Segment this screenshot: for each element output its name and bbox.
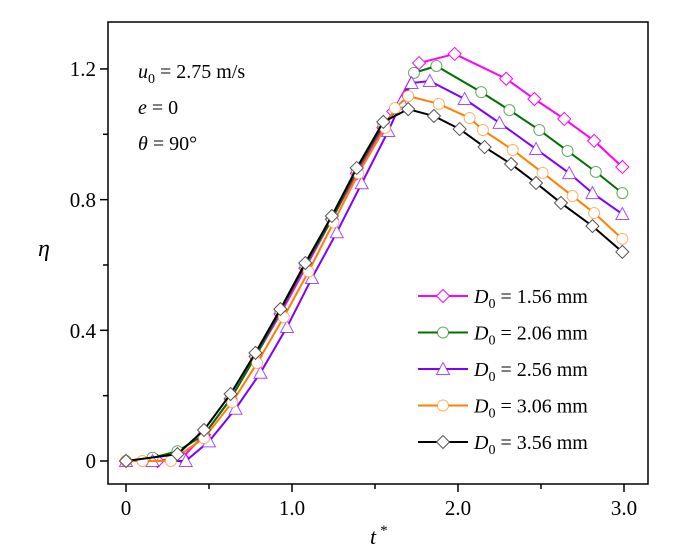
data-point-circle xyxy=(463,111,476,124)
data-point-diamond xyxy=(615,159,630,175)
data-point-triangle xyxy=(404,75,419,90)
plot-frame xyxy=(107,21,649,485)
data-point-diamond xyxy=(553,195,569,211)
legend-label: D0 = 2.56 mm xyxy=(473,359,588,385)
data-point-triangle xyxy=(492,115,507,129)
x-tick-label: 0 xyxy=(121,496,132,520)
data-point-diamond xyxy=(118,453,134,469)
data-point-diamond xyxy=(324,208,340,224)
data-point-diamond xyxy=(349,160,364,176)
data-point-diamond xyxy=(298,255,313,271)
data-point-circle xyxy=(616,232,629,245)
data-point-circle xyxy=(566,190,579,203)
data-point-diamond xyxy=(452,121,467,137)
data-point-circle xyxy=(503,104,516,117)
data-point-triangle xyxy=(329,224,345,239)
data-point-triangle xyxy=(178,453,194,467)
series-line xyxy=(126,80,623,462)
data-point-circle xyxy=(408,66,421,79)
data-point-diamond xyxy=(376,114,391,130)
legend-label: D0 = 1.56 mm xyxy=(473,286,588,312)
data-point-diamond xyxy=(248,345,263,361)
data-point-circle xyxy=(430,60,443,73)
annotation-angle: θ = 90° xyxy=(138,133,197,155)
data-point-triangle xyxy=(253,365,268,379)
data-point-diamond xyxy=(586,133,602,149)
x-tick-label: 2.0 xyxy=(445,496,471,520)
data-point-circle xyxy=(589,165,602,178)
data-point-circle xyxy=(251,356,264,369)
legend-item xyxy=(418,434,468,450)
series-5 xyxy=(118,101,630,469)
plot-marks xyxy=(100,46,630,492)
legend-label: D0 = 2.06 mm xyxy=(473,323,588,349)
data-point-diamond xyxy=(196,422,212,438)
legend-item xyxy=(418,399,468,412)
data-point-triangle xyxy=(528,141,544,156)
data-point-triangle xyxy=(585,185,600,200)
x-tick-label: 1.0 xyxy=(279,496,305,520)
x-axis-label: t * xyxy=(370,523,388,549)
data-point-circle xyxy=(536,166,549,179)
data-point-circle xyxy=(437,326,449,339)
data-point-diamond xyxy=(585,218,600,234)
data-point-triangle xyxy=(279,319,295,334)
legend-item xyxy=(418,361,468,375)
y-tick-label: 1.2 xyxy=(70,57,96,81)
data-point-triangle xyxy=(615,206,630,221)
data-point-diamond xyxy=(527,91,542,107)
data-point-triangle xyxy=(354,175,370,190)
data-point-diamond xyxy=(447,46,462,62)
data-point-circle xyxy=(506,143,519,156)
data-point-diamond xyxy=(223,386,238,402)
data-point-diamond xyxy=(273,301,288,317)
y-tick-label: 0 xyxy=(86,449,97,473)
data-point-circle xyxy=(476,124,489,137)
y-axis-label: η xyxy=(38,236,50,262)
y-tick-label: 0.4 xyxy=(70,319,97,343)
data-point-diamond xyxy=(615,244,630,260)
data-point-diamond xyxy=(477,139,492,155)
data-point-diamond xyxy=(498,71,514,86)
x-tick-label: 3.0 xyxy=(611,496,637,520)
data-point-diamond xyxy=(557,111,572,127)
annotation-eccentricity: e = 0 xyxy=(138,97,178,119)
data-point-triangle xyxy=(561,165,577,180)
data-point-triangle xyxy=(228,401,243,415)
data-point-circle xyxy=(588,207,601,220)
data-point-circle xyxy=(402,90,415,103)
annotation-velocity: u0 = 2.75 m/s xyxy=(138,61,245,87)
data-point-diamond xyxy=(400,101,416,117)
data-point-diamond xyxy=(435,434,451,450)
data-point-diamond xyxy=(170,446,185,462)
data-point-circle xyxy=(432,97,445,110)
legend-item xyxy=(418,288,468,304)
data-point-circle xyxy=(437,399,449,412)
data-point-triangle xyxy=(304,270,320,285)
data-point-diamond xyxy=(435,288,451,304)
data-point-circle xyxy=(475,86,488,99)
data-point-triangle xyxy=(435,361,451,375)
legend-label: D0 = 3.06 mm xyxy=(473,396,588,422)
legend-item xyxy=(418,326,468,339)
y-tick-label: 0.8 xyxy=(70,188,96,212)
data-point-diamond xyxy=(528,175,544,191)
data-point-circle xyxy=(561,144,574,157)
data-point-triangle xyxy=(457,91,472,106)
data-point-triangle xyxy=(422,73,438,88)
series-3 xyxy=(118,73,630,467)
data-point-circle xyxy=(616,187,629,200)
data-point-diamond xyxy=(426,108,442,124)
data-point-circle xyxy=(136,455,149,467)
data-point-diamond xyxy=(503,156,519,172)
legend-label: D0 = 3.56 mm xyxy=(473,432,588,458)
data-point-circle xyxy=(533,124,546,137)
data-point-circle xyxy=(388,102,401,115)
